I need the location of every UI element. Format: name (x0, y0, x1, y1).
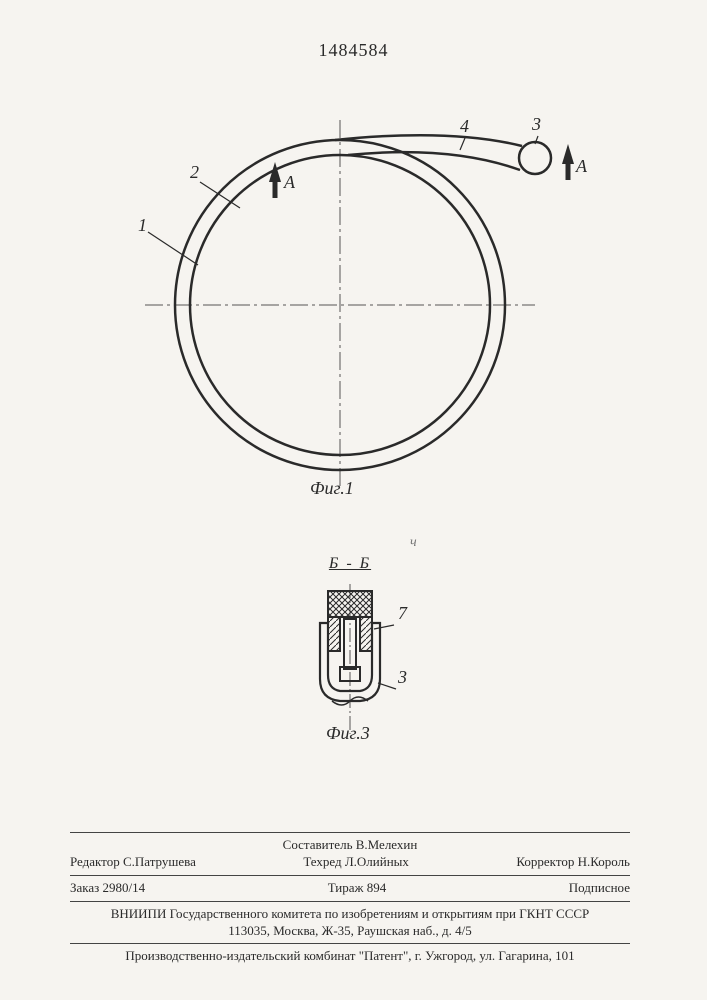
figure-1: 1 2 4 3 А А Фиг.1 (90, 90, 590, 490)
figure-3: Б - Б (270, 555, 430, 755)
corrector: Корректор Н.Король (516, 854, 630, 871)
callout-3: 3 (532, 114, 541, 135)
figure-1-label: Фиг.1 (310, 478, 354, 499)
callout-4: 4 (460, 116, 469, 137)
section-label-A-inner: А (284, 172, 295, 193)
subscription: Подписное (569, 880, 630, 897)
callout-1: 1 (138, 215, 147, 236)
order-number: Заказ 2980/14 (70, 880, 145, 897)
outlet-end (519, 142, 551, 174)
fig3-callout-3: 3 (398, 667, 407, 688)
compiler-line: Составитель В.Мелехин (70, 837, 630, 854)
document-number: 1484584 (0, 40, 707, 61)
section-label-A-right: А (576, 156, 587, 177)
leader-2 (200, 182, 240, 208)
callout-2: 2 (190, 162, 199, 183)
footer-rule-4 (70, 943, 630, 944)
fig3-leader-3 (378, 683, 396, 689)
fig3-right-arm (360, 617, 372, 651)
tirazh: Тираж 894 (328, 880, 387, 897)
fig3-leader-7 (374, 625, 394, 629)
section-A-right (562, 144, 574, 180)
org1-addr: 113035, Москва, Ж-35, Раушская наб., д. … (70, 923, 630, 940)
footer-rule-1 (70, 832, 630, 833)
footer: Составитель В.Мелехин Редактор С.Патруше… (70, 828, 630, 965)
leader-4 (460, 138, 465, 150)
org2: Производственно-издательский комбинат "П… (70, 948, 630, 965)
org1: ВНИИПИ Государственного комитета по изоб… (70, 906, 630, 923)
footer-rule-3 (70, 901, 630, 902)
fig3-callout-7: 7 (398, 603, 407, 624)
figure-3-label: Фиг.3 (326, 723, 370, 744)
section-header-bb: Б - Б (270, 555, 430, 573)
fig3-left-arm (328, 617, 340, 651)
credits-row: Редактор С.Патрушева Техред Л.Олийных Ко… (70, 854, 630, 871)
outlet-pipe-bottom (348, 152, 520, 170)
tech-editor: Техред Л.Олийных (303, 854, 409, 871)
fig3-top-block (328, 591, 372, 617)
figure-1-svg (90, 90, 590, 490)
order-row: Заказ 2980/14 Тираж 894 Подписное (70, 880, 630, 897)
editor: Редактор С.Патрушева (70, 854, 196, 871)
stray-mark: ч (410, 535, 417, 551)
footer-rule-2 (70, 875, 630, 876)
